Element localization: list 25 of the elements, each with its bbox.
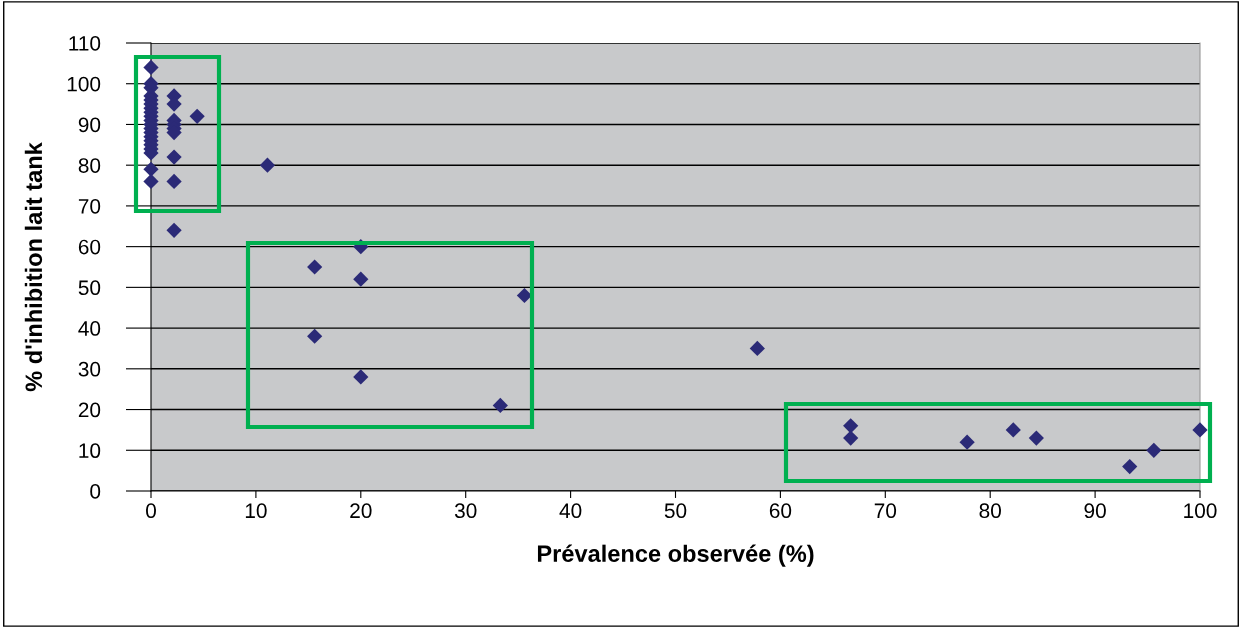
y-tick-label: 0 [90, 484, 101, 499]
y-tick-label: 100 [67, 76, 101, 92]
y-tick-label: 110 [69, 36, 101, 51]
x-tick-label: 30 [454, 503, 477, 519]
y-axis-title: % d'inhibition lait tank [24, 142, 43, 392]
x-tick-label: 10 [245, 503, 267, 519]
x-tick-label: 40 [559, 503, 582, 519]
y-tick-label: 50 [78, 280, 101, 296]
x-tick-label: 20 [350, 503, 372, 519]
x-tick-label: 100 [1184, 503, 1217, 519]
y-tick-label: 10 [79, 443, 101, 459]
x-tick-label: 70 [874, 503, 897, 519]
x-tick-label: 90 [1084, 503, 1106, 519]
x-axis-title: Prévalence observée (%) [537, 544, 814, 567]
x-tick-label: 80 [979, 503, 1001, 519]
y-tick-label: 70 [78, 198, 101, 214]
y-tick-label: 40 [78, 321, 101, 336]
y-tick-label: 30 [78, 361, 101, 377]
y-tick-label: 80 [78, 158, 101, 173]
x-tick-label: 50 [664, 503, 687, 519]
y-tick-label: 60 [78, 239, 101, 255]
x-tick-label: 0 [146, 503, 156, 519]
y-tick-label: 90 [78, 117, 101, 133]
y-tick-label: 20 [78, 402, 101, 418]
x-tick-label: 60 [769, 503, 792, 519]
